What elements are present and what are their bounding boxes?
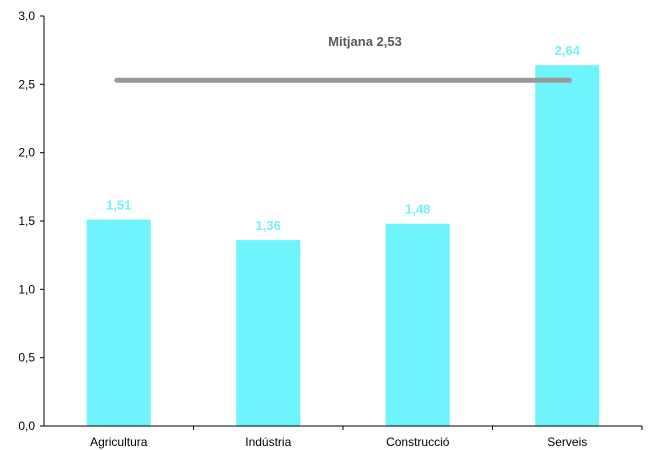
y-tick-label: 2,0 — [18, 146, 35, 160]
y-tick-label: 0,5 — [18, 351, 35, 365]
y-axis: 0,0 0,5 1,0 1,5 2,0 2,5 3,0 — [18, 9, 45, 433]
average-line-group: Mitjana 2,53 — [114, 34, 572, 83]
x-category-label: Indústria — [245, 435, 291, 449]
x-axis: Agricultura Indústria Construcció Serveis — [44, 425, 643, 449]
x-category-label: Construcció — [386, 435, 450, 449]
bar-indústria — [236, 240, 301, 426]
bar-construcció — [385, 223, 450, 426]
y-tick-label: 0,0 — [18, 419, 35, 433]
average-label: Mitjana 2,53 — [328, 34, 402, 49]
y-tick-label: 1,0 — [18, 282, 35, 296]
data-label: 1,36 — [256, 218, 281, 233]
x-category-label: Agricultura — [90, 435, 148, 449]
data-label: 2,64 — [555, 43, 581, 58]
y-tick-label: 3,0 — [18, 9, 35, 23]
data-label: 1,51 — [106, 198, 131, 213]
y-tick-label: 1,5 — [18, 214, 35, 228]
bar-serveis — [535, 65, 600, 426]
bar-agricultura — [86, 219, 151, 426]
x-category-label: Serveis — [547, 435, 587, 449]
bars: 1,51 1,36 1,48 2,64 — [86, 43, 600, 426]
y-tick-label: 2,5 — [18, 77, 35, 91]
data-label: 1,48 — [405, 202, 430, 217]
